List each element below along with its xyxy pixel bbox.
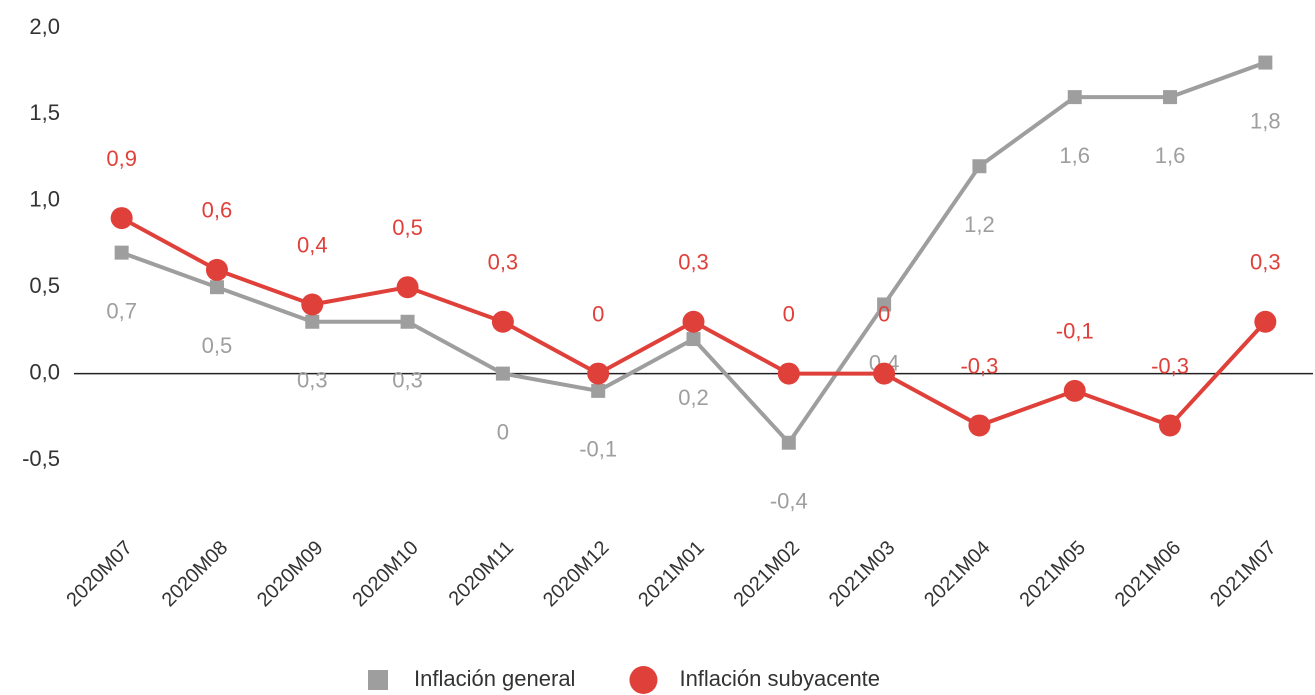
- y-tick-label: 1,0: [29, 187, 60, 212]
- x-tick-label: 2021M05: [1015, 537, 1090, 612]
- data-label: 0: [783, 301, 795, 326]
- data-label: 1,6: [1059, 143, 1090, 168]
- data-label: -0,3: [1151, 353, 1189, 378]
- point: [686, 332, 701, 347]
- x-tick-label: 2020M12: [539, 537, 614, 612]
- data-label: 0,5: [202, 333, 233, 358]
- x-tick-label: 2021M02: [730, 537, 805, 612]
- legend-marker: [368, 670, 388, 690]
- point: [1163, 90, 1178, 105]
- point: [781, 435, 796, 450]
- legend-marker: [629, 666, 658, 694]
- point: [400, 314, 415, 329]
- point: [209, 280, 224, 295]
- point: [1067, 90, 1082, 105]
- point: [972, 159, 987, 174]
- point: [301, 293, 324, 316]
- data-label: 0,3: [1250, 250, 1281, 275]
- data-label: 1,2: [964, 212, 995, 237]
- x-tick-label: 2020M10: [348, 537, 423, 612]
- x-tick-label: 2020M08: [158, 537, 233, 612]
- point: [591, 383, 606, 398]
- y-tick-label: 0,5: [29, 273, 60, 298]
- x-tick-label: 2021M06: [1111, 537, 1186, 612]
- point: [1254, 310, 1277, 333]
- legend-label: Inflación general: [414, 666, 575, 691]
- point: [491, 310, 514, 333]
- data-label: 1,8: [1250, 108, 1281, 133]
- x-tick-label: 2021M04: [920, 537, 995, 612]
- point: [305, 314, 320, 329]
- data-label: 0,2: [678, 385, 709, 410]
- data-label: -0,1: [1056, 319, 1094, 344]
- point: [968, 414, 991, 437]
- data-label: 0,3: [297, 368, 328, 393]
- point: [205, 258, 228, 281]
- data-label: 0,3: [678, 250, 709, 275]
- x-tick-label: 2021M01: [634, 537, 709, 612]
- point: [1063, 379, 1086, 402]
- data-label: 0,3: [488, 250, 519, 275]
- data-label: -0,4: [770, 489, 808, 514]
- y-tick-label: 0,0: [29, 359, 60, 384]
- point: [777, 362, 800, 385]
- x-tick-label: 2020M09: [253, 537, 328, 612]
- data-label: -0,3: [960, 353, 998, 378]
- data-label: 0: [592, 301, 604, 326]
- point: [873, 362, 896, 385]
- data-label: 0,4: [297, 232, 328, 257]
- y-tick-label: 1,5: [29, 100, 60, 125]
- x-tick-label: 2021M07: [1206, 537, 1281, 612]
- x-tick-label: 2020M11: [445, 537, 518, 610]
- point: [1159, 414, 1182, 437]
- data-label: 1,6: [1155, 143, 1186, 168]
- y-tick-label: -0,5: [22, 446, 60, 471]
- point: [495, 366, 510, 381]
- legend-label: Inflación subyacente: [679, 666, 880, 691]
- y-tick-label: 2,0: [29, 14, 60, 39]
- point: [114, 245, 129, 260]
- point: [1258, 55, 1273, 70]
- data-label: -0,1: [579, 437, 617, 462]
- data-label: 0,3: [392, 368, 423, 393]
- data-label: 0,7: [106, 298, 137, 323]
- point: [110, 207, 133, 230]
- point: [682, 310, 705, 333]
- data-label: 0,5: [392, 215, 423, 240]
- data-label: 0: [878, 301, 890, 326]
- x-tick-label: 2020M07: [62, 537, 137, 612]
- point: [587, 362, 610, 385]
- point: [877, 297, 892, 312]
- point: [396, 276, 419, 299]
- data-label: 0,9: [106, 146, 137, 171]
- data-label: 0: [497, 419, 509, 444]
- data-label: 0,6: [202, 198, 233, 223]
- x-tick-label: 2021M03: [825, 537, 900, 612]
